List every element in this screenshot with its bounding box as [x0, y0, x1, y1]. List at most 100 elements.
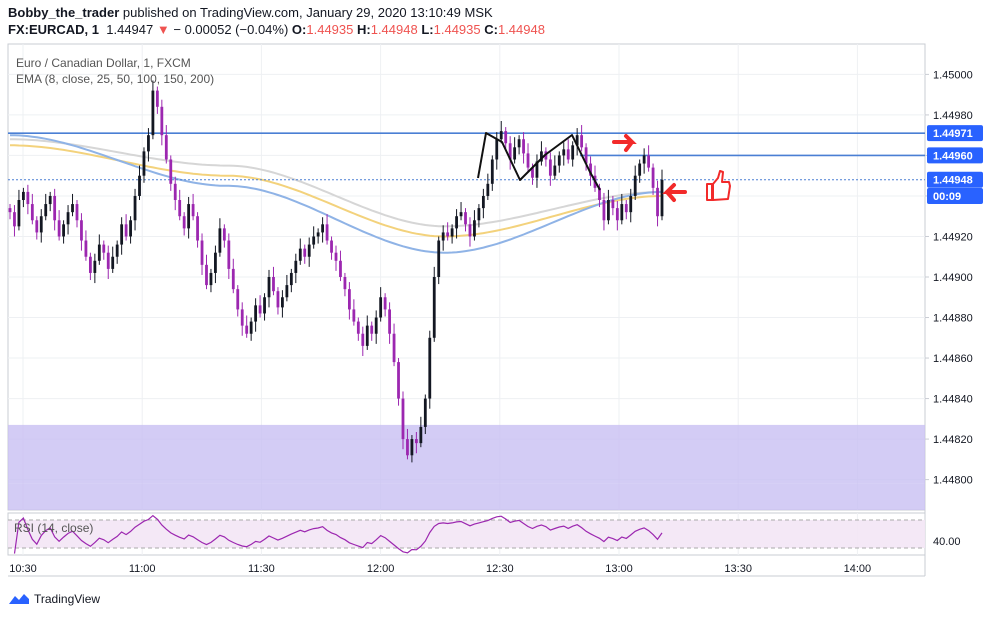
- time-tick-label: 11:00: [129, 563, 156, 575]
- candle-body: [62, 224, 65, 237]
- candle-body: [249, 321, 253, 334]
- publish-line: Bobby_the_trader published on TradingVie…: [8, 4, 545, 21]
- candle-body: [182, 216, 186, 229]
- candle-body: [97, 244, 101, 261]
- candle-body: [307, 244, 311, 257]
- rsi-legend[interactable]: RSI (14, close): [14, 521, 94, 535]
- price-tick-label: 1.45000: [933, 69, 973, 81]
- candle-body: [115, 244, 119, 257]
- time-tick-label: 12:30: [486, 563, 514, 575]
- candle-body: [164, 135, 168, 160]
- candle-body: [356, 321, 360, 334]
- candle-body: [392, 333, 396, 363]
- candle-body: [571, 145, 575, 160]
- close-label: C:: [484, 22, 498, 37]
- candle-body: [214, 252, 217, 273]
- close-value: 1.44948: [497, 22, 545, 37]
- candle-body: [455, 216, 458, 229]
- demand-zone-lower: [8, 483, 925, 510]
- candle-body: [334, 252, 338, 261]
- candle-body: [48, 195, 52, 205]
- candle-body: [209, 272, 213, 286]
- candle-body: [129, 220, 132, 237]
- price-tick-label: 1.44860: [933, 353, 973, 365]
- price-tick-label: 1.44980: [933, 110, 973, 122]
- candle-body: [620, 204, 624, 221]
- candle-body: [481, 195, 485, 209]
- candle-body: [499, 131, 503, 140]
- candle-body: [200, 240, 204, 265]
- candle-body: [598, 187, 601, 201]
- candle-body: [30, 204, 34, 221]
- price-tick-label: 1.44920: [933, 231, 973, 243]
- candle-body: [352, 309, 356, 322]
- candle-body: [281, 297, 284, 308]
- candle-body: [379, 297, 383, 318]
- candle-body: [624, 204, 628, 213]
- price-tick-label: 1.44900: [933, 272, 973, 284]
- price-label-box: [927, 125, 983, 142]
- candle-body: [540, 151, 543, 162]
- brand-name: TradingView: [34, 592, 101, 606]
- candle-body: [638, 163, 642, 176]
- candle-body: [142, 151, 146, 176]
- candle-body: [495, 139, 499, 160]
- rsi-line: [13, 514, 663, 554]
- candle-body: [651, 167, 655, 188]
- candle-body: [642, 155, 646, 164]
- candle-body: [13, 212, 16, 227]
- candle-body: [330, 240, 333, 253]
- candle-body: [388, 309, 391, 334]
- candle-body: [321, 224, 325, 233]
- candle-body: [602, 200, 606, 221]
- candle-body: [517, 139, 521, 148]
- candle-body: [303, 248, 307, 257]
- candle-body: [8, 208, 12, 213]
- candle-body: [660, 179, 664, 217]
- candle-body: [88, 256, 92, 273]
- candle-body: [236, 289, 240, 310]
- candle-body: [446, 232, 450, 237]
- candle-body: [441, 232, 445, 241]
- candle-body: [124, 224, 128, 237]
- price-change: − 0.00052 (−0.04%): [173, 22, 289, 37]
- ema-legend[interactable]: EMA (8, close, 25, 50, 100, 150, 200): [16, 72, 215, 86]
- rsi-tick-label: 40.00: [933, 536, 961, 548]
- price-label-text: 1.44948: [933, 175, 973, 187]
- open-label: O:: [291, 22, 307, 37]
- candle-body: [35, 220, 39, 233]
- candle-body: [477, 208, 481, 221]
- candle-body: [147, 135, 150, 152]
- candle-body: [173, 183, 177, 201]
- candle-body: [66, 212, 70, 225]
- candle-body: [406, 439, 409, 456]
- candle-body: [191, 204, 195, 217]
- candle-body: [71, 204, 74, 213]
- candle-body: [178, 200, 182, 217]
- candle-body: [410, 439, 414, 456]
- candle-body: [557, 155, 561, 166]
- candle-body: [343, 277, 347, 290]
- chart-title: Euro / Canadian Dollar, 1, FXCM: [16, 56, 191, 70]
- time-tick-label: 13:00: [605, 563, 633, 575]
- candle-body: [459, 212, 463, 217]
- candle-body: [365, 325, 369, 346]
- price-label-box: [927, 171, 983, 188]
- drawn-pattern-line: [477, 132, 601, 191]
- thumbs-up-icon: [706, 170, 731, 201]
- candle-body: [526, 153, 530, 168]
- candle-body: [294, 260, 298, 273]
- time-tick-label: 12:00: [367, 563, 395, 575]
- candle-body: [218, 228, 222, 253]
- candle-body: [490, 159, 494, 184]
- publish-info: published on TradingView.com, January 29…: [122, 5, 493, 20]
- author-name[interactable]: Bobby_the_trader: [8, 5, 120, 20]
- low-value: 1.44935: [433, 22, 481, 37]
- price-tick-label: 1.44880: [933, 313, 973, 325]
- candle-body: [298, 248, 302, 261]
- candle-body: [254, 305, 258, 322]
- tradingview-brand[interactable]: TradingView: [8, 592, 100, 606]
- candle-body: [222, 228, 226, 241]
- open-value: 1.44935: [306, 22, 354, 37]
